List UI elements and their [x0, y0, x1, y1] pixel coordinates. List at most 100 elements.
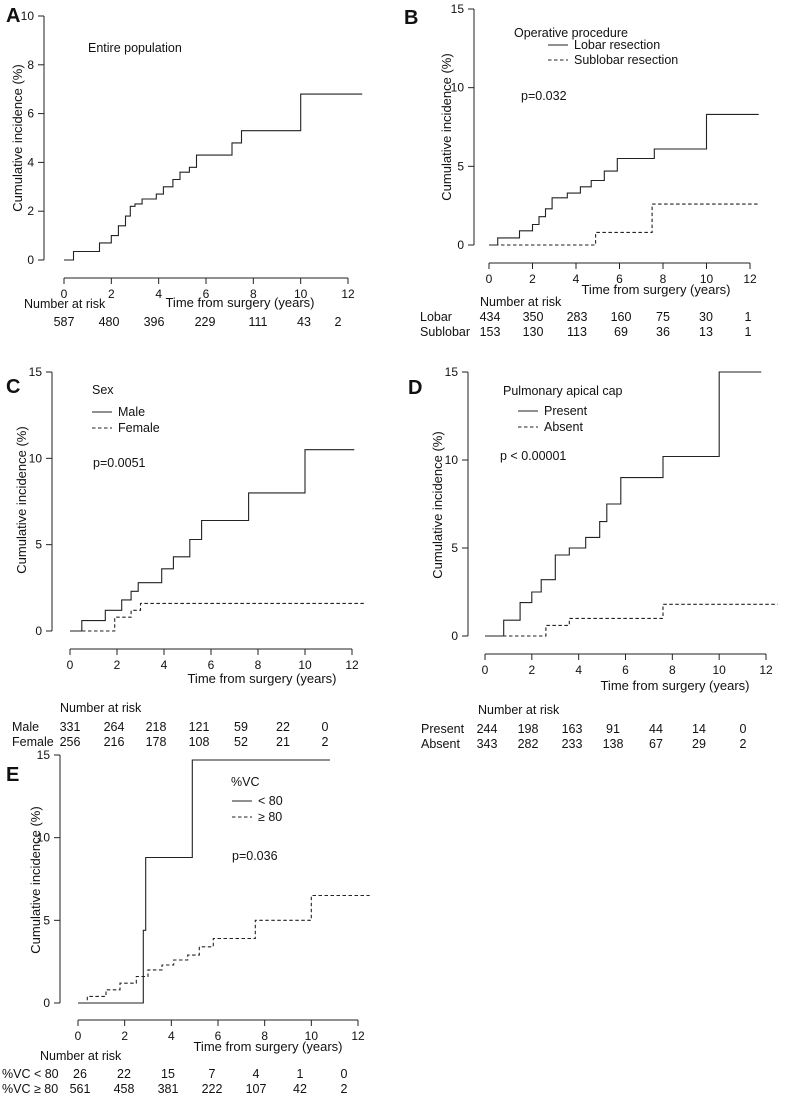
series-line-1: [78, 759, 330, 1004]
x-tick-label: 4: [575, 663, 582, 677]
risk-value: 229: [195, 315, 216, 329]
x-tick-label: 10: [294, 287, 308, 301]
x-axis-title: Time from surgery (years): [165, 295, 314, 310]
risk-value: 108: [189, 735, 210, 749]
risk-value: 233: [562, 737, 583, 751]
p-value: p=0.0051: [93, 456, 146, 470]
y-tick-label: 15: [29, 365, 43, 379]
risk-value: 15: [161, 1067, 175, 1081]
risk-value: 21: [276, 735, 290, 749]
x-tick-label: 4: [161, 658, 168, 672]
risk-value: 331: [60, 720, 81, 734]
risk-value: 121: [189, 720, 210, 734]
risk-value: 75: [656, 310, 670, 324]
risk-value: 163: [562, 722, 583, 736]
legend-title: Pulmonary apical cap: [503, 384, 623, 398]
x-axis-title: Time from surgery (years): [600, 678, 749, 693]
panel-letter: E: [6, 764, 19, 786]
risk-row-label: Lobar: [420, 310, 452, 324]
risk-table-header: Number at risk: [40, 1049, 122, 1063]
y-tick-label: 5: [457, 159, 464, 173]
x-tick-label: 12: [759, 663, 773, 677]
y-tick-label: 10: [451, 81, 465, 95]
risk-value: 4: [253, 1067, 260, 1081]
risk-value: 111: [248, 315, 267, 329]
risk-value: 587: [54, 315, 75, 329]
legend-title: Operative procedure: [514, 26, 628, 40]
x-tick-label: 10: [712, 663, 726, 677]
x-axis-title: Time from surgery (years): [581, 282, 730, 297]
y-tick-label: 0: [27, 253, 34, 267]
y-tick-label: 10: [29, 451, 43, 465]
risk-value: 0: [322, 720, 329, 734]
x-tick-label: 6: [208, 658, 215, 672]
x-tick-label: 2: [114, 658, 121, 672]
series-line-2: [78, 894, 370, 1004]
panel-letter: A: [6, 5, 20, 27]
y-axis-title: Cumulative incidence (%): [439, 53, 454, 200]
x-tick-label: 0: [482, 663, 489, 677]
risk-value: 264: [104, 720, 125, 734]
y-tick-label: 0: [35, 624, 42, 638]
risk-value: 113: [567, 325, 587, 339]
risk-value: 283: [567, 310, 588, 324]
risk-value: 1: [297, 1067, 304, 1081]
y-tick-label: 6: [27, 107, 34, 121]
x-tick-label: 4: [168, 1029, 175, 1043]
risk-value: 2: [740, 737, 747, 751]
y-tick-label: 15: [451, 2, 465, 16]
x-tick-label: 2: [528, 663, 535, 677]
x-tick-label: 12: [345, 658, 359, 672]
risk-value: 67: [649, 737, 663, 751]
x-tick-label: 8: [255, 658, 262, 672]
x-tick-label: 0: [75, 1029, 82, 1043]
x-tick-label: 0: [61, 287, 68, 301]
legend-label: Present: [544, 404, 588, 418]
y-axis-title: Cumulative incidence (%): [430, 431, 445, 578]
risk-value: 0: [341, 1067, 348, 1081]
x-tick-label: 6: [616, 272, 623, 286]
risk-value: 91: [606, 722, 620, 736]
risk-value: 396: [144, 315, 165, 329]
legend-label: Female: [118, 421, 160, 435]
risk-value: 256: [60, 735, 81, 749]
risk-value: 458: [114, 1082, 135, 1096]
risk-value: 29: [692, 737, 706, 751]
panel-letter: B: [404, 7, 418, 29]
panel-subtitle: Entire population: [88, 41, 182, 55]
y-tick-label: 8: [27, 58, 34, 72]
risk-value: 22: [117, 1067, 131, 1081]
risk-value: 350: [523, 310, 544, 324]
legend-label: Absent: [544, 420, 583, 434]
risk-table-header: Number at risk: [24, 297, 106, 311]
p-value: p=0.036: [232, 849, 278, 863]
legend-label: Sublobar resection: [574, 53, 678, 67]
risk-value: 36: [656, 325, 670, 339]
y-tick-label: 0: [43, 996, 50, 1010]
y-tick-label: 5: [451, 541, 458, 555]
x-tick-label: 4: [573, 272, 580, 286]
risk-row-label: Absent: [421, 737, 460, 751]
y-tick-label: 15: [445, 365, 459, 379]
series-line-1: [489, 113, 759, 246]
y-axis-title: Cumulative incidence (%): [28, 806, 43, 953]
legend-label: Lobar resection: [574, 38, 660, 52]
legend-title: %VC: [231, 775, 259, 789]
risk-value: 222: [202, 1082, 223, 1096]
risk-value: 7: [209, 1067, 216, 1081]
x-tick-label: 0: [486, 272, 493, 286]
x-tick-label: 2: [108, 287, 115, 301]
panel-b: B 0 5 10 15 0 2 4 6 8 10 12 Cumulative incidence (%)…: [404, 2, 759, 339]
series-line-2: [489, 203, 759, 246]
legend-label: Male: [118, 405, 145, 419]
risk-value: 1: [745, 310, 752, 324]
risk-value: 244: [477, 722, 498, 736]
risk-value: 130: [523, 325, 544, 339]
risk-value: 434: [480, 310, 501, 324]
y-tick-label: 5: [35, 538, 42, 552]
risk-value: 160: [611, 310, 632, 324]
legend-label: < 80: [258, 794, 283, 808]
